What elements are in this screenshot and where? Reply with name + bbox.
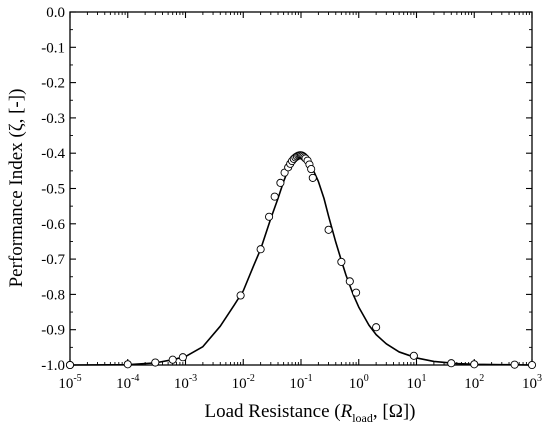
data-point [265, 212, 274, 221]
data-point [510, 360, 519, 369]
data-point [409, 351, 418, 360]
x-tick-label: 103 [522, 373, 542, 392]
data-point [527, 360, 537, 370]
data-point [352, 288, 361, 297]
x-axis-title: Load Resistance (Rload, [Ω]) [204, 401, 415, 425]
y-tick-label: -1.0 [41, 358, 65, 374]
data-point [270, 192, 279, 201]
data-point [256, 245, 265, 254]
y-tick-label: -0.3 [41, 111, 65, 127]
x-tick-label: 101 [407, 373, 427, 392]
y-axis-title: Performance Index (ζ, [-]) [6, 89, 27, 288]
x-tick-label: 10-4 [116, 373, 139, 392]
y-tick-label: 0.0 [46, 5, 65, 21]
data-point [337, 257, 346, 266]
x-tick-label: 102 [464, 373, 484, 392]
x-tick-label: 10-1 [289, 373, 312, 392]
y-tick-label: -0.8 [41, 287, 65, 303]
data-point [276, 178, 285, 187]
data-point [178, 353, 187, 362]
y-tick-label: -0.2 [41, 76, 65, 92]
data-point [236, 291, 245, 300]
y-tick-label: -0.7 [41, 252, 65, 268]
series [65, 151, 537, 370]
model-curve [69, 154, 533, 366]
ticks [69, 11, 533, 366]
tick-labels: 10-5 10-4 10-3 10-2 10-1 100 101 102 103 0.0 -0.1 -… [41, 5, 542, 392]
y-tick-label: -0.9 [41, 323, 65, 339]
y-tick-label: -0.6 [41, 217, 65, 233]
data-point [151, 358, 160, 367]
x-axis-title-prefix: Load Resistance ( [204, 401, 340, 422]
x-tick-label: 10-3 [174, 373, 197, 392]
x-tick-label: 10-5 [58, 373, 81, 392]
axes [69, 11, 533, 366]
x-tick-label: 10-2 [232, 373, 255, 392]
plot-frame [69, 11, 533, 366]
y-tick-label: -0.1 [41, 40, 65, 56]
y-tick-label: -0.4 [41, 146, 65, 162]
data-point [447, 359, 456, 368]
data-point [307, 165, 316, 174]
x-axis-title-var: R [340, 401, 353, 422]
x-axis-title-suffix: , [Ω]) [373, 401, 416, 422]
data-point [123, 360, 132, 369]
data-point [308, 173, 317, 182]
data-point [345, 277, 354, 286]
data-point [324, 225, 333, 234]
y-tick-label: -0.5 [41, 182, 65, 198]
data-point [65, 360, 75, 370]
x-axis-title-sub: load [352, 411, 373, 425]
data-point [372, 323, 381, 332]
data-point [470, 360, 479, 369]
data-point [168, 355, 177, 364]
x-tick-label: 100 [349, 373, 369, 392]
